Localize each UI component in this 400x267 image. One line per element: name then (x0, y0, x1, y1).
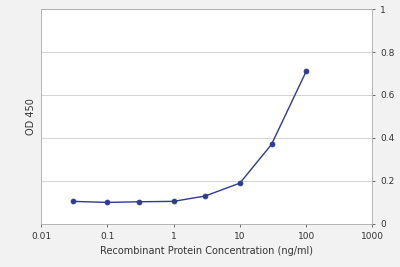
X-axis label: Recombinant Protein Concentration (ng/ml): Recombinant Protein Concentration (ng/ml… (100, 246, 313, 256)
Y-axis label: OD 450: OD 450 (26, 98, 36, 135)
